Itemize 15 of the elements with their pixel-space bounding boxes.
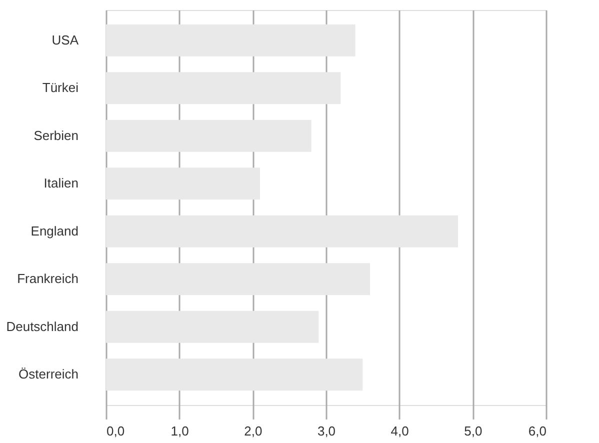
x-tick-label: 4,0	[390, 424, 409, 438]
x-tick-label: 1,0	[170, 424, 189, 438]
y-tick-label: Frankreich	[17, 271, 78, 286]
y-tick-label: Italien	[44, 176, 78, 191]
x-tick-label: 0,0	[106, 424, 125, 438]
y-tick-label: Österreich	[18, 366, 78, 382]
x-tick-label: 5,0	[464, 424, 482, 438]
y-tick-label: Serbien	[34, 128, 78, 143]
y-tick-label: England	[30, 223, 78, 238]
y-tick-label: Türkei	[42, 80, 79, 96]
y-tick-label: USA	[52, 32, 79, 48]
x-tick-label: 6,0	[528, 424, 546, 438]
x-tick-label: 2,0	[244, 424, 262, 438]
y-tick-label: Deutschland	[6, 318, 78, 334]
x-tick-label: 3,0	[317, 424, 336, 438]
